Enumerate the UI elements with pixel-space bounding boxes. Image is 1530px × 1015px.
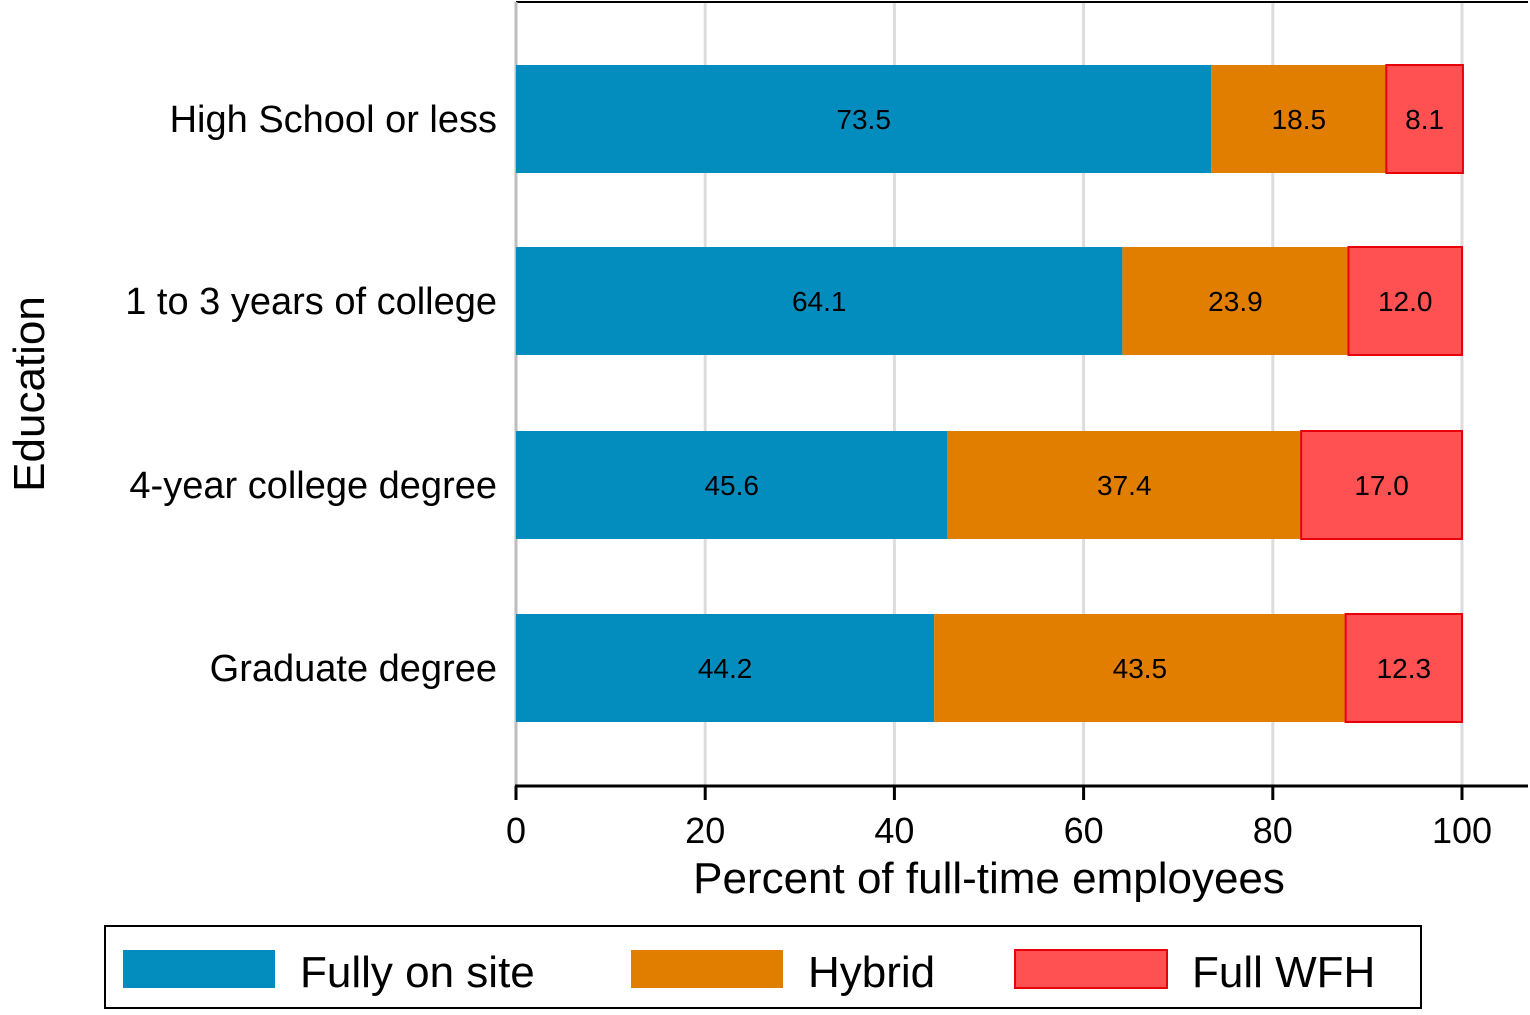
bars bbox=[516, 64, 1464, 723]
category-label-3: Graduate degree bbox=[210, 648, 497, 690]
bar-1-0 bbox=[516, 247, 1123, 355]
bar-2-2 bbox=[1300, 430, 1464, 540]
labels: 0 20 40 60 80 100 Percent of full-time employe… bbox=[5, 99, 1492, 903]
bar-3-1 bbox=[934, 614, 1346, 722]
bar-2-0 bbox=[516, 431, 948, 539]
bar-label-3-2: 12.3 bbox=[1377, 653, 1432, 684]
bar-label-3-0: 44.2 bbox=[698, 653, 753, 684]
legend-label-2: Full WFH bbox=[1192, 948, 1375, 997]
bar-label-0-1: 18.5 bbox=[1272, 104, 1327, 135]
bar-label-2-2: 17.0 bbox=[1354, 470, 1409, 501]
bar-3-0 bbox=[516, 614, 935, 722]
bar-0-0 bbox=[516, 65, 1212, 173]
x-tick-label-2: 40 bbox=[874, 810, 914, 851]
bar-2-1 bbox=[947, 431, 1302, 539]
bar-label-0-0: 73.5 bbox=[836, 104, 891, 135]
x-tick-label-1: 20 bbox=[685, 810, 725, 851]
bar-1-2 bbox=[1347, 246, 1463, 356]
x-tick-label-5: 100 bbox=[1432, 810, 1492, 851]
bar-label-1-2: 12.0 bbox=[1378, 286, 1433, 317]
bar-0-2 bbox=[1385, 64, 1464, 174]
bar-3-2 bbox=[1344, 613, 1463, 723]
legend-label-0: Fully on site bbox=[300, 948, 535, 997]
bar-label-1-0: 64.1 bbox=[792, 286, 847, 317]
legend-label-1: Hybrid bbox=[808, 948, 935, 997]
y-axis-title: Education bbox=[5, 296, 54, 492]
x-tick-label-0: 0 bbox=[506, 810, 526, 851]
bar-label-2-0: 45.6 bbox=[704, 470, 759, 501]
category-label-0: High School or less bbox=[170, 99, 497, 141]
bar-label-0-2: 8.1 bbox=[1405, 104, 1444, 135]
x-tick-label-3: 60 bbox=[1064, 810, 1104, 851]
category-label-1: 1 to 3 years of college bbox=[125, 281, 497, 323]
legend: Fully on site Hybrid Full WFH bbox=[104, 925, 1422, 1009]
bar-label-2-1: 37.4 bbox=[1097, 470, 1152, 501]
bar-0-1 bbox=[1211, 65, 1387, 173]
bar-label-1-1: 23.9 bbox=[1208, 286, 1263, 317]
bar-label-3-1: 43.5 bbox=[1113, 653, 1168, 684]
bar-1-1 bbox=[1122, 247, 1349, 355]
legend-swatch-2 bbox=[1014, 949, 1168, 989]
x-axis-title: Percent of full-time employees bbox=[693, 854, 1285, 903]
legend-swatch-1 bbox=[631, 950, 783, 988]
legend-swatch-0 bbox=[123, 950, 275, 988]
x-tick-label-4: 80 bbox=[1253, 810, 1293, 851]
category-label-2: 4-year college degree bbox=[129, 465, 497, 507]
